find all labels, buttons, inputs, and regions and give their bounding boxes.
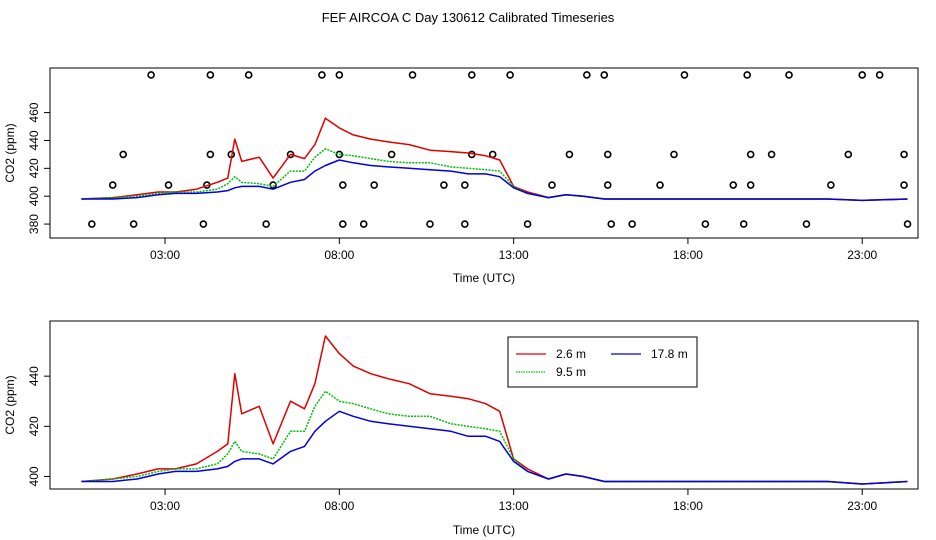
bot-x-tick-label: 23:00 <box>847 499 877 513</box>
figure-title: FEF AIRCOA C Day 130612 Calibrated Times… <box>322 10 615 25</box>
flag-marker <box>903 220 912 228</box>
flag-marker <box>680 71 689 79</box>
top-flag-markers <box>88 71 912 228</box>
flag-marker <box>670 150 678 159</box>
top-y-tick-label: 460 <box>27 102 41 122</box>
flag-marker <box>583 71 591 79</box>
flag-marker <box>875 71 884 79</box>
top-plot-frame <box>49 67 919 239</box>
top-x-tick-label: 08:00 <box>324 248 354 262</box>
top-series-17-8m <box>81 159 908 202</box>
bot-y-tick-label: 400 <box>27 466 41 486</box>
flag-marker <box>523 220 532 228</box>
flag-marker <box>461 181 469 189</box>
flag-marker <box>900 181 908 189</box>
legend-label-2-6m: 2.6 m <box>556 347 586 361</box>
flag-marker <box>656 181 664 189</box>
flag-marker <box>269 181 277 189</box>
flag-marker <box>262 220 270 228</box>
flag-marker <box>858 71 867 79</box>
flag-marker <box>335 71 344 79</box>
bot-x-tick-label: 18:00 <box>673 499 703 513</box>
flag-marker <box>701 220 710 228</box>
flag-marker <box>628 220 636 228</box>
flag-marker <box>607 220 616 228</box>
bot-x-tick-label: 08:00 <box>324 499 354 513</box>
flag-marker <box>147 71 155 79</box>
flag-marker <box>746 150 755 159</box>
top-x-tick-label: 03:00 <box>150 248 180 262</box>
bot-series-17-8m <box>81 410 908 485</box>
flag-marker <box>746 181 755 189</box>
legend-label-9-5m: 9.5 m <box>556 365 586 379</box>
bot-y-tick-label: 420 <box>27 416 41 436</box>
legend: 2.6 m 9.5 m 17.8 m <box>507 336 698 388</box>
flag-marker <box>785 71 793 79</box>
flag-marker <box>900 150 908 159</box>
top-x-tick-label: 13:00 <box>499 248 529 262</box>
bot-x-tick-label: 13:00 <box>499 499 529 513</box>
bot-series-2-6m <box>81 335 908 485</box>
bottom-plot-frame <box>49 320 919 490</box>
flag-marker <box>603 181 612 189</box>
top-y-tick-label: 420 <box>27 158 41 178</box>
flag-marker <box>339 220 347 228</box>
flag-marker <box>339 181 347 189</box>
flag-marker <box>129 220 138 228</box>
bottom-x-axis: 03:00 08:00 13:00 18:00 23:00 <box>150 489 878 513</box>
flag-marker <box>335 150 344 159</box>
flag-marker <box>370 181 378 189</box>
flag-marker <box>199 220 208 228</box>
bottom-panel: 03:00 08:00 13:00 18:00 23:00 400 420 440 Time… <box>3 320 919 537</box>
flag-marker <box>440 181 448 189</box>
bottom-series-lines <box>81 335 908 485</box>
flag-marker <box>286 150 295 159</box>
flag-marker <box>506 71 514 79</box>
flag-marker <box>827 181 835 189</box>
bottom-y-axis: 400 420 440 <box>27 366 50 486</box>
flag-marker <box>408 71 417 79</box>
flag-marker <box>600 71 609 79</box>
bot-x-tick-label: 03:00 <box>150 499 180 513</box>
flag-marker <box>548 181 556 189</box>
flag-marker <box>359 220 368 228</box>
top-panel: 03:00 08:00 13:00 18:00 23:00 380 400 420 440 46… <box>3 67 919 285</box>
flag-marker <box>206 71 215 79</box>
flag-marker <box>387 150 396 159</box>
top-y-tick-label: 400 <box>27 186 41 206</box>
flag-marker <box>318 71 326 79</box>
top-x-axis: 03:00 08:00 13:00 18:00 23:00 <box>150 238 878 262</box>
top-y-tick-label: 440 <box>27 130 41 150</box>
flag-marker <box>88 220 96 228</box>
top-y-axis-label: CO2 (ppm) <box>3 123 17 182</box>
flag-marker <box>767 150 776 159</box>
legend-label-17-8m: 17.8 m <box>651 347 688 361</box>
flag-marker <box>119 150 128 159</box>
top-x-axis-label: Time (UTC) <box>453 271 515 285</box>
bottom-x-axis-label: Time (UTC) <box>453 523 515 537</box>
legend-box <box>507 336 698 388</box>
flag-marker <box>206 150 215 159</box>
top-y-tick-label: 380 <box>27 214 41 234</box>
top-y-axis: 380 400 420 440 460 <box>27 102 50 234</box>
flag-marker <box>603 150 612 159</box>
flag-marker <box>844 150 853 159</box>
flag-marker <box>467 71 476 79</box>
flag-marker <box>739 220 748 228</box>
top-x-tick-label: 23:00 <box>847 248 877 262</box>
flag-marker <box>426 220 434 228</box>
flag-marker <box>565 150 574 159</box>
flag-marker <box>244 71 253 79</box>
flag-marker <box>461 220 469 228</box>
flag-marker <box>743 71 751 79</box>
bottom-y-axis-label: CO2 (ppm) <box>3 375 17 434</box>
top-x-tick-label: 18:00 <box>673 248 703 262</box>
flag-marker <box>108 181 117 189</box>
bot-y-tick-label: 440 <box>27 366 41 386</box>
flag-marker <box>729 181 738 189</box>
flag-marker <box>802 220 811 228</box>
flag-marker <box>164 181 173 189</box>
top-series-lines <box>81 117 908 202</box>
